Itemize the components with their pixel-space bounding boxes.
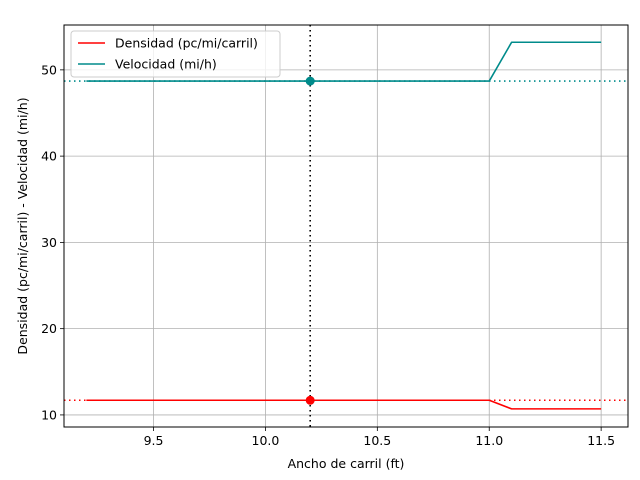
x-axis-label: Ancho de carril (ft) (288, 456, 405, 471)
plot-area (64, 25, 628, 427)
legend-box (70, 30, 281, 78)
y-tick-label: 30 (41, 235, 57, 250)
y-axis-ticks: 10 20 30 40 50 (41, 62, 64, 422)
x-tick-label: 11.0 (475, 433, 503, 448)
y-axis-label: Densidad (pc/mi/carril) - Velocidad (mi/… (15, 97, 30, 354)
legend: Densidad (pc/mi/carril) Velocidad (mi/h) (70, 30, 281, 78)
x-tick-label: 10.5 (363, 433, 391, 448)
axes-frame (63, 24, 629, 428)
legend-label: Velocidad (mi/h) (115, 57, 217, 72)
x-tick-label: 9.5 (144, 433, 164, 448)
reference-lines (64, 25, 628, 427)
x-tick-label: 10.0 (252, 433, 280, 448)
y-tick-label: 20 (41, 321, 57, 336)
speed-marker (305, 76, 315, 86)
x-tick-label: 11.5 (587, 433, 615, 448)
x-axis-ticks: 9.5 10.0 10.5 11.0 11.5 (144, 427, 615, 448)
legend-label: Densidad (pc/mi/carril) (115, 36, 258, 51)
y-tick-label: 50 (41, 62, 57, 77)
grid (64, 25, 628, 427)
series-lines (86, 41, 602, 410)
density-series-line (86, 399, 602, 410)
y-tick-label: 10 (41, 407, 57, 422)
highlight-markers (305, 76, 315, 405)
density-marker (305, 395, 315, 405)
speed-series-line (86, 41, 602, 82)
y-tick-label: 40 (41, 149, 57, 164)
